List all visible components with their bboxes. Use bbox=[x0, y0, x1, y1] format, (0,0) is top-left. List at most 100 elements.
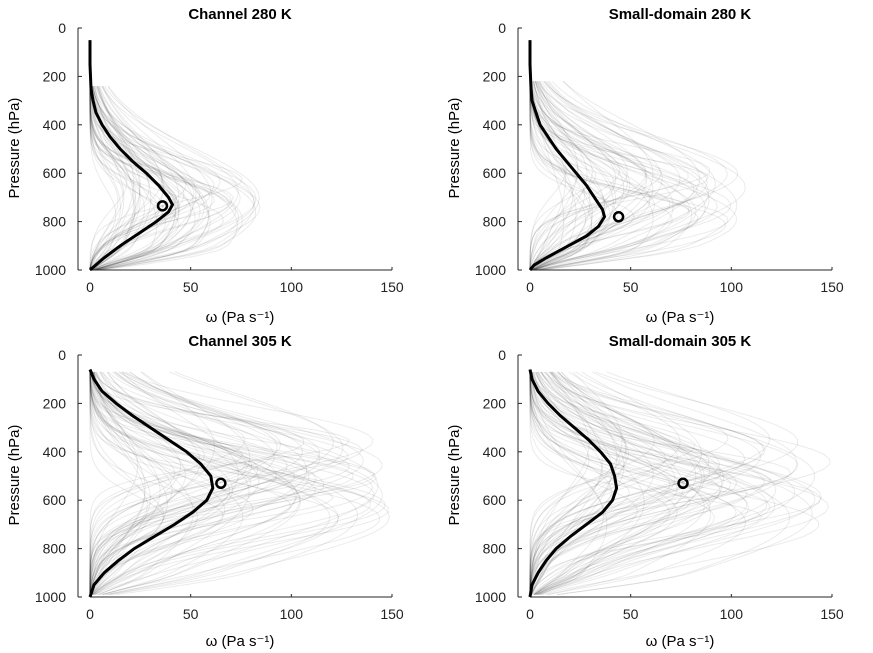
ensemble-profile-line bbox=[529, 371, 799, 595]
ensemble-profile-line bbox=[98, 85, 255, 271]
y-tick-label: 0 bbox=[58, 20, 66, 36]
ensemble-profile-line bbox=[90, 86, 150, 271]
ensemble-profile-line bbox=[540, 371, 813, 596]
ensemble-profile-line bbox=[529, 81, 695, 271]
ensemble-profile-line bbox=[531, 371, 613, 595]
ensemble-profile-line bbox=[529, 371, 667, 595]
ensemble-profile-line bbox=[89, 371, 246, 595]
ensemble-profile-line bbox=[91, 86, 211, 271]
ensemble-profile-line bbox=[530, 371, 703, 595]
ensemble-profile-line bbox=[530, 371, 623, 595]
x-tick-label: 50 bbox=[623, 279, 639, 295]
ensemble-profile-line bbox=[529, 371, 831, 595]
ensemble-profile-line bbox=[534, 371, 705, 596]
ensemble-profile-line bbox=[89, 371, 148, 595]
ensemble-profile-line bbox=[533, 371, 725, 595]
ensemble-profile-line bbox=[91, 371, 260, 595]
ensemble-profile-line bbox=[90, 85, 141, 271]
ensemble-profile-line bbox=[529, 371, 621, 595]
ensemble-profile-line bbox=[89, 371, 375, 595]
ensemble-profile-line bbox=[533, 80, 716, 271]
ensemble-profile-line bbox=[90, 86, 136, 271]
ensemble-profile-line bbox=[89, 371, 226, 595]
ensemble-profile-line bbox=[536, 371, 645, 596]
ensemble-profile-line bbox=[533, 371, 697, 595]
ensemble-profile-line bbox=[89, 371, 381, 596]
ensemble-profile-line bbox=[533, 81, 614, 271]
ensemble-profile-line bbox=[531, 371, 768, 596]
ensemble-profile-line bbox=[91, 371, 161, 595]
y-tick-label: 600 bbox=[43, 492, 67, 508]
ensemble-profile-line bbox=[89, 371, 325, 595]
x-tick-label: 50 bbox=[183, 279, 199, 295]
ensemble-profile-line bbox=[531, 81, 631, 271]
y-tick-label: 1000 bbox=[35, 262, 66, 278]
ensemble-profile-line bbox=[89, 371, 278, 595]
panel-small-domain-305k: Small-domain 305 K 0 200 400 600 800 1000 0 50 1… bbox=[446, 333, 844, 650]
ensemble-profile-line bbox=[92, 85, 241, 271]
ensemble-profile-line bbox=[537, 371, 816, 596]
ensemble-profile-line bbox=[89, 371, 383, 595]
ensemble-profile-line bbox=[93, 85, 197, 271]
ensemble-profile-line bbox=[89, 85, 163, 271]
panel-small-domain-280k: Small-domain 280 K 0 200 400 600 800 1000 0 50 1… bbox=[446, 6, 844, 326]
ensemble-profile-line bbox=[91, 371, 146, 595]
ensemble-profile-line bbox=[529, 371, 738, 595]
ensemble-profile-line bbox=[533, 371, 798, 595]
ensemble-profile-line bbox=[89, 86, 225, 271]
ensemble-profile-line bbox=[89, 86, 237, 271]
ensemble-profile-line bbox=[534, 371, 796, 596]
ensemble-profile-line bbox=[89, 371, 173, 595]
ensemble-profile-line bbox=[89, 86, 201, 271]
ensemble-profile-line bbox=[532, 80, 663, 271]
ensemble-profile-line bbox=[535, 371, 703, 596]
ensemble-profile-line bbox=[89, 86, 178, 271]
ensemble-profile-line bbox=[90, 371, 334, 595]
ensemble-profile-line bbox=[529, 81, 662, 271]
ensemble-profile-line bbox=[530, 371, 627, 595]
ensemble-profile-line bbox=[89, 86, 178, 271]
ensemble-profile-line bbox=[529, 371, 711, 595]
ensemble-profile-line bbox=[529, 81, 647, 271]
ensemble-profile-line bbox=[529, 371, 721, 595]
axes: 0 200 400 600 800 1000 0 50 100 150 bbox=[35, 20, 404, 295]
ensemble-profile-line bbox=[533, 80, 654, 271]
ensemble-profile-line bbox=[91, 371, 375, 595]
ensemble-profile-line bbox=[529, 81, 621, 271]
y-tick-label: 1000 bbox=[475, 262, 506, 278]
ensemble-profile-line bbox=[89, 371, 316, 595]
ensemble-profile-line bbox=[529, 371, 627, 595]
ensemble-profile-line bbox=[94, 85, 194, 271]
ensemble-profile-line bbox=[529, 81, 597, 270]
ensemble-profile-line bbox=[529, 371, 799, 595]
ensemble-profile-line bbox=[529, 371, 792, 595]
ensemble-profile-line bbox=[90, 85, 165, 271]
ensemble-profile-line bbox=[89, 371, 335, 595]
ensemble-profile-line bbox=[89, 86, 235, 271]
ensemble-profile-line bbox=[89, 371, 247, 595]
ensemble-profile-line bbox=[529, 81, 574, 271]
x-tick-label: 100 bbox=[720, 279, 744, 295]
mean-profile-line bbox=[528, 40, 607, 271]
ensemble-profile-line bbox=[529, 371, 630, 595]
x-tick-label: 50 bbox=[623, 606, 639, 622]
x-tick-label: 50 bbox=[183, 606, 199, 622]
ensemble-profile-line bbox=[532, 81, 625, 271]
ensemble-profile-line bbox=[529, 371, 671, 595]
ensemble-profile-line bbox=[90, 371, 151, 595]
ensemble-profile-line bbox=[89, 86, 137, 271]
ensemble-profile-line bbox=[529, 371, 696, 595]
ensemble-profile-line bbox=[529, 81, 593, 271]
ensemble-profile-line bbox=[89, 371, 317, 595]
y-tick-label: 800 bbox=[43, 541, 67, 557]
ensemble-profile-line bbox=[89, 86, 187, 271]
ensemble-profile-line bbox=[89, 371, 321, 595]
ensemble-profile-line bbox=[529, 371, 691, 595]
x-tick-label: 0 bbox=[526, 606, 534, 622]
ensemble-profile-line bbox=[89, 86, 221, 271]
ensemble-profile-line bbox=[89, 371, 206, 595]
ensemble-profile-line bbox=[530, 371, 829, 596]
y-tick-label: 0 bbox=[498, 347, 506, 363]
ensemble-profile-line bbox=[540, 80, 738, 271]
ensemble-profile-line bbox=[89, 371, 340, 596]
